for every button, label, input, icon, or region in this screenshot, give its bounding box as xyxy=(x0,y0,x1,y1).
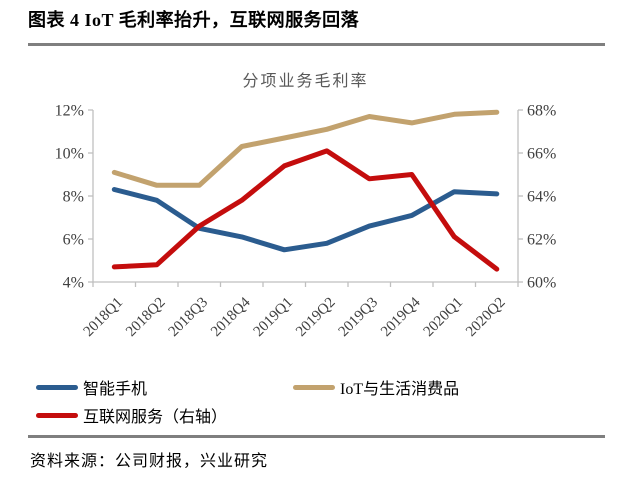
x-axis-label: 2018Q3 xyxy=(166,295,211,340)
right-axis-label: 60% xyxy=(527,275,556,292)
legend-swatch-iot-consumer xyxy=(293,384,335,390)
x-axis-label: 2019Q2 xyxy=(293,295,338,340)
right-axis-label: 64% xyxy=(527,189,556,206)
legend-label-smartphone: 智能手机 xyxy=(83,381,148,398)
series-line-iot-consumer xyxy=(111,109,500,188)
x-axis-label: 2020Q1 xyxy=(421,295,466,340)
x-axis-label: 2019Q4 xyxy=(378,294,424,340)
figure-title: 图表 4 IoT 毛利率抬升，互联网服务回落 xyxy=(28,10,360,30)
chart-title: 分项业务毛利率 xyxy=(242,72,368,90)
top-divider xyxy=(28,43,605,46)
bottom-divider xyxy=(28,435,605,438)
left-axis-label: 10% xyxy=(55,146,84,163)
x-axis-label: 2018Q2 xyxy=(123,295,168,340)
left-axis-label: 4% xyxy=(63,275,84,292)
right-axis-label: 66% xyxy=(527,146,556,163)
x-axis-label: 2019Q1 xyxy=(251,295,296,340)
legend-label-iot-consumer: IoT与生活消费品 xyxy=(340,381,460,398)
source-note: 资料来源：公司财报，兴业研究 xyxy=(30,453,269,470)
x-axis-label: 2018Q1 xyxy=(81,295,126,340)
series-line-internet-services xyxy=(111,148,500,272)
x-axis-label: 2020Q2 xyxy=(463,295,508,340)
legend-item-internet-services: 互联网服务（右轴） xyxy=(36,405,228,426)
left-axis-label: 6% xyxy=(63,232,84,249)
legend-item-iot-consumer: IoT与生活消费品 xyxy=(293,377,460,398)
legend-label-internet-services: 互联网服务（右轴） xyxy=(83,409,228,426)
legend-swatch-internet-services xyxy=(36,412,78,418)
right-axis-label: 68% xyxy=(527,103,556,120)
line-chart: 分项业务毛利率 12% 68% 10% 66% 8% 64% 6% 62% 4% 60% 2018Q1… xyxy=(55,72,557,340)
x-axis-label: 2018Q4 xyxy=(208,294,254,340)
series-line-smartphone xyxy=(111,187,500,253)
left-axis-label: 8% xyxy=(63,189,84,206)
x-axis-label: 2019Q3 xyxy=(336,295,381,340)
right-axis-label: 62% xyxy=(527,232,556,249)
left-axis-label: 12% xyxy=(55,103,84,120)
legend-swatch-smartphone xyxy=(36,384,78,390)
legend-item-smartphone: 智能手机 xyxy=(36,377,148,398)
